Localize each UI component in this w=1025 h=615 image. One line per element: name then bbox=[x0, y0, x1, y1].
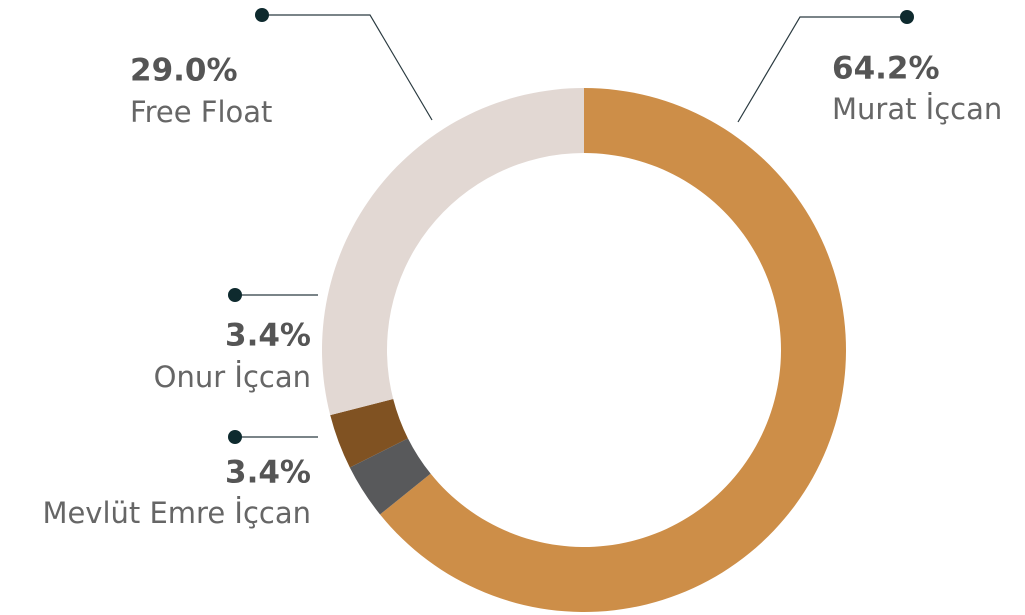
donut-slice bbox=[322, 88, 584, 416]
leader-dot bbox=[228, 430, 242, 444]
leader-dot bbox=[255, 8, 269, 22]
category-label: Mevlüt Emre İçcan bbox=[42, 496, 311, 530]
category-label: Murat İçcan bbox=[832, 92, 1002, 126]
leader-dot bbox=[900, 10, 914, 24]
leader-line bbox=[737, 16, 907, 123]
value-label: 64.2% bbox=[832, 51, 940, 87]
value-label: 3.4% bbox=[225, 318, 311, 354]
leader-line bbox=[262, 14, 433, 121]
category-label: Onur İçcan bbox=[154, 360, 311, 394]
donut-slice bbox=[330, 398, 408, 468]
donut-slice bbox=[349, 438, 431, 515]
category-label: Free Float bbox=[130, 95, 272, 129]
value-label: 3.4% bbox=[225, 455, 311, 491]
leader-dot bbox=[228, 288, 242, 302]
value-label: 29.0% bbox=[130, 53, 238, 89]
